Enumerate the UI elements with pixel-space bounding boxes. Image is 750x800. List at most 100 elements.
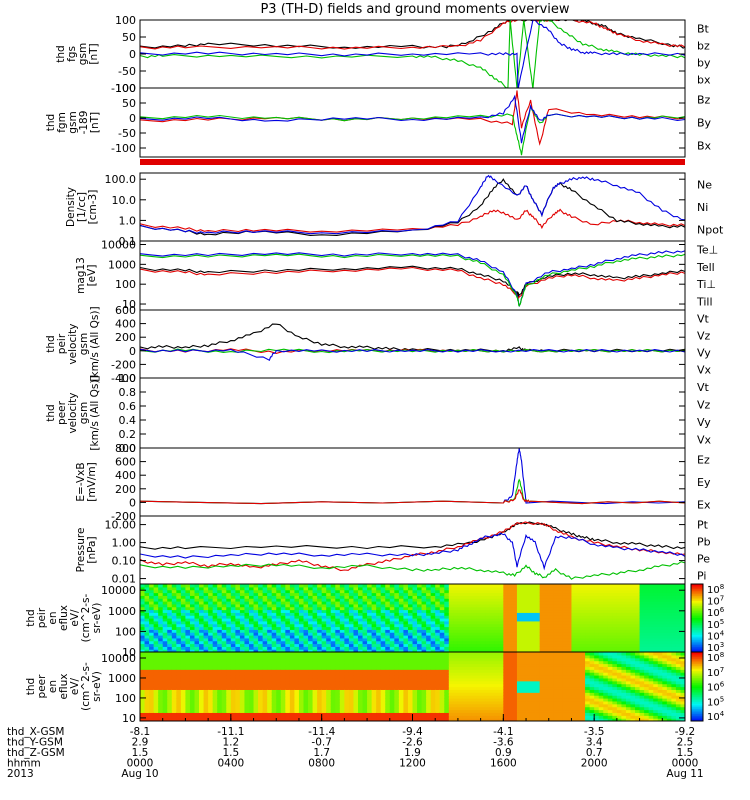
spectrogram-cell — [394, 695, 400, 699]
spectrogram-cell — [294, 629, 300, 633]
spectrogram-cell — [467, 660, 473, 665]
spectrogram-cell — [557, 626, 563, 630]
spectrogram-cell — [521, 637, 527, 642]
spectrogram-cell — [435, 683, 441, 688]
spectrogram-cell — [594, 598, 600, 602]
spectrogram-cell — [448, 623, 454, 628]
spectrogram-cell — [444, 592, 450, 596]
spectrogram-cell — [453, 623, 459, 628]
spectrogram-cell — [185, 592, 191, 596]
spectrogram-cell — [335, 606, 341, 611]
spectrogram-cell — [362, 598, 368, 602]
spectrogram-cell — [535, 632, 541, 636]
spectrogram-cell — [294, 640, 300, 645]
spectrogram-cell — [171, 715, 177, 719]
spectrogram-cell — [335, 683, 341, 688]
spectrogram-cell — [435, 712, 441, 716]
spectrogram-cell — [457, 666, 464, 670]
spectrogram-cell — [426, 660, 432, 665]
spectrogram-cell — [435, 692, 441, 696]
spectrogram-cell — [467, 695, 473, 699]
spectrogram-cell — [453, 620, 459, 625]
spectrogram-cell — [471, 706, 477, 711]
spectrogram-cell — [353, 695, 359, 699]
spectrogram-cell — [317, 586, 323, 591]
spectrogram-cell — [535, 626, 541, 630]
spectrogram-cell — [530, 623, 536, 628]
spectrogram-cell — [671, 629, 677, 633]
spectrogram-cell — [457, 598, 464, 602]
spectrogram-cell — [298, 700, 305, 705]
spectrogram-cell — [262, 649, 268, 652]
spectrogram-cell — [208, 606, 214, 611]
spectrogram-cell — [476, 700, 482, 705]
spectrogram-cell — [535, 598, 541, 602]
spectrogram-cell — [403, 603, 409, 608]
spectrogram-cell — [262, 586, 268, 591]
spectrogram-cell — [607, 606, 613, 611]
spectrogram-cell — [448, 660, 454, 665]
spectrogram-cell — [176, 603, 182, 608]
spectrogram-cell — [217, 598, 223, 602]
spectrogram-cell — [235, 654, 241, 659]
spectrogram-cell — [276, 672, 282, 676]
spectrogram-cell — [317, 623, 323, 628]
series-By — [140, 105, 685, 156]
spectrogram-cell — [249, 695, 255, 699]
spectrogram-cell — [176, 629, 182, 633]
spectrogram-cell — [162, 683, 168, 688]
spectrogram-cell — [194, 635, 200, 639]
spectrogram-cell — [430, 709, 436, 713]
spectrogram-cell — [185, 669, 191, 673]
spectrogram-cell — [548, 612, 554, 616]
spectrogram-cell — [457, 629, 464, 633]
spectrogram-cell — [653, 620, 659, 625]
spectrogram-cell — [530, 640, 536, 645]
spectrogram-cell — [294, 646, 300, 650]
spectrogram-cell — [576, 626, 582, 630]
spectrogram-cell — [140, 700, 146, 705]
spectrogram-cell — [398, 598, 405, 602]
spectrogram-cell — [312, 589, 318, 594]
spectrogram-cell — [612, 603, 618, 608]
spectrogram-cell — [339, 589, 345, 594]
spectrogram-cell — [457, 620, 464, 625]
spectrogram-cell — [239, 660, 246, 665]
spectrogram-cell — [467, 592, 473, 596]
spectrogram-cell — [576, 589, 582, 594]
spectrogram-cell — [208, 680, 214, 685]
spectrogram-cell — [289, 626, 296, 630]
spectrogram-cell — [485, 598, 491, 602]
spectrogram-cell — [426, 683, 432, 688]
spectrogram-cell — [653, 586, 659, 591]
spectrogram-cell — [630, 649, 636, 652]
series-Bx — [140, 94, 685, 144]
y-axis-label: mag13 — [75, 257, 87, 294]
spectrogram-cell — [367, 680, 373, 685]
spectrogram-cell — [394, 635, 400, 639]
spectrogram-cell — [367, 601, 373, 605]
spectrogram-cell — [289, 715, 296, 719]
spectrogram-cell — [444, 718, 450, 721]
spectrogram-cell — [330, 689, 336, 693]
spectrogram-cell — [308, 612, 314, 616]
spectrogram-cell — [298, 677, 305, 682]
spectrogram-cell — [244, 637, 250, 642]
spectrogram-cell — [407, 623, 414, 628]
spectrogram-cell — [376, 601, 382, 605]
spectrogram-cell — [235, 612, 241, 616]
spectrogram-cell — [476, 654, 482, 659]
spectrogram-cell — [630, 643, 636, 647]
legend-Ti⊥: Ti⊥ — [696, 278, 716, 291]
spectrogram-cell — [576, 646, 582, 650]
legend-Bz: Bz — [697, 94, 711, 107]
spectrogram-cell — [585, 635, 591, 639]
spectrogram-cell — [285, 626, 291, 630]
spectrogram-cell — [321, 618, 327, 622]
spectrogram-cell — [625, 635, 632, 639]
spectrogram-cell — [239, 612, 246, 616]
spectrogram-cell — [149, 629, 155, 633]
spectrogram-cell — [330, 629, 336, 633]
spectrogram-cell — [435, 640, 441, 645]
spectrogram-cell — [212, 692, 218, 696]
